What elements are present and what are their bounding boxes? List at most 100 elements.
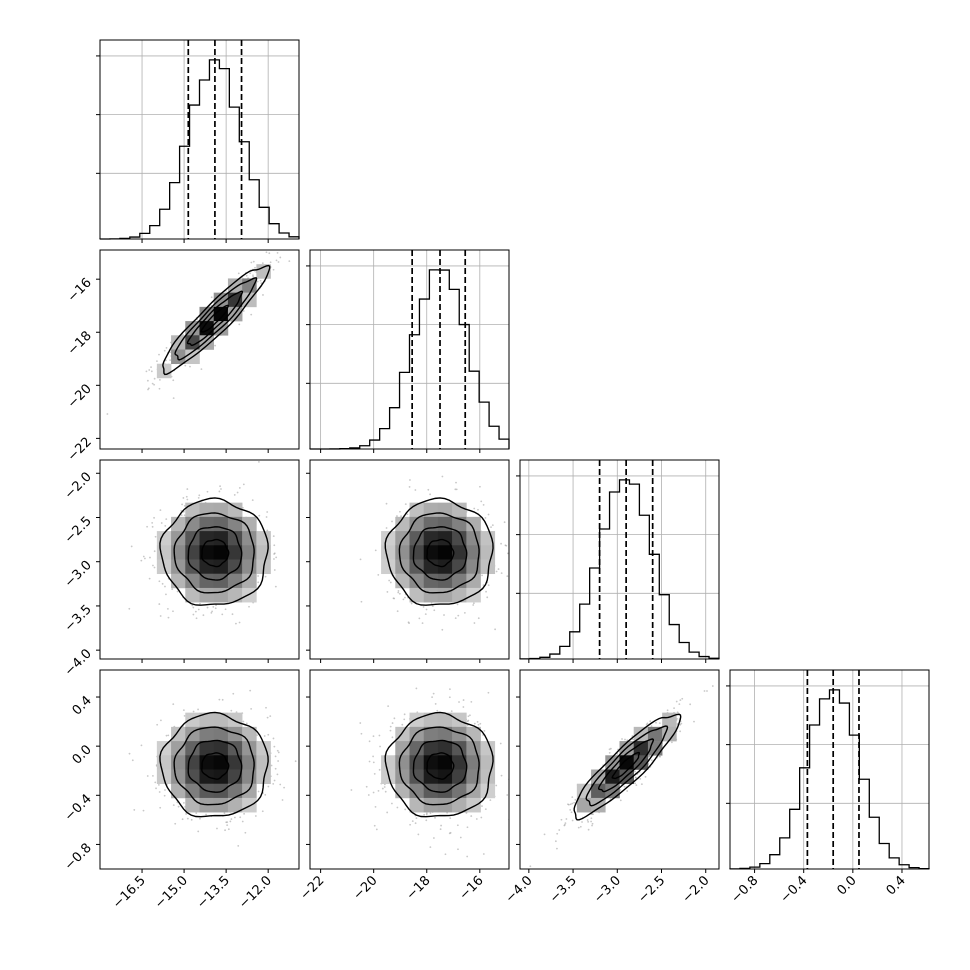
density-cell <box>171 726 186 742</box>
scatter-point <box>673 707 675 710</box>
scatter-point <box>571 819 574 822</box>
scatter-panel-4-3 <box>516 669 720 873</box>
x-tick-label: −4.0 <box>503 873 536 906</box>
scatter-point <box>146 775 149 777</box>
scatter-point <box>258 460 260 463</box>
scatter-point <box>587 828 590 831</box>
scatter-point <box>429 812 432 815</box>
scatter-point <box>275 259 278 262</box>
scatter-point <box>608 751 611 754</box>
contour-level-1 <box>426 538 455 568</box>
scatter-point <box>377 573 380 576</box>
scatter-point <box>644 775 647 778</box>
scatter-point <box>281 799 284 801</box>
scatter-point <box>183 801 185 804</box>
y-tick-label: 0.0 <box>70 742 95 767</box>
scatter-point <box>415 687 418 690</box>
scatter-point <box>591 824 593 827</box>
scatter-point <box>506 794 509 796</box>
density-cell <box>185 783 200 799</box>
scatter-point <box>160 522 163 524</box>
scatter-point <box>154 535 157 538</box>
density-cell <box>619 755 635 770</box>
scatter-point <box>434 703 437 705</box>
scatter-point <box>359 558 362 561</box>
scatter-point <box>266 511 269 513</box>
scatter-point <box>245 722 248 725</box>
density-cell <box>576 797 592 813</box>
density-cell <box>466 516 481 532</box>
scatter-point <box>457 848 459 851</box>
density-cell <box>185 741 200 756</box>
scatter-point <box>489 799 492 802</box>
scatter-point <box>259 279 262 282</box>
scatter-point <box>150 366 152 369</box>
scatter-point <box>507 552 509 555</box>
density-cell <box>452 726 467 742</box>
scatter-point <box>473 622 476 624</box>
scatter-point <box>374 805 377 808</box>
scatter-point <box>165 518 168 520</box>
scatter-point <box>556 832 559 835</box>
scatter-point <box>403 713 406 716</box>
density-cell <box>227 573 243 589</box>
scatter-point <box>214 607 217 610</box>
scatter-point <box>415 817 418 820</box>
scatter-point <box>579 825 582 828</box>
scatter-point <box>224 829 226 832</box>
scatter-point <box>152 774 154 777</box>
density-cell <box>437 587 453 603</box>
scatter-point <box>128 752 131 755</box>
scatter-point <box>484 517 487 519</box>
scatter-point <box>645 723 648 726</box>
density-cell <box>171 545 186 560</box>
density-cell <box>452 559 467 575</box>
scatter-point <box>385 527 388 529</box>
density-cell <box>423 559 439 575</box>
scatter-point <box>160 719 162 722</box>
scatter-point <box>128 607 131 610</box>
density-cell <box>213 306 229 322</box>
scatter-point <box>271 245 273 247</box>
y-tick-label: −2.5 <box>62 514 95 547</box>
scatter-point <box>391 520 393 523</box>
density-cell <box>423 545 439 560</box>
scatter-point <box>220 488 222 490</box>
panel-content <box>359 475 517 631</box>
scatter-point <box>199 602 201 605</box>
scatter-point <box>436 709 439 712</box>
scatter-point <box>294 760 297 763</box>
scatter-point <box>140 744 143 747</box>
density-cell <box>199 545 215 560</box>
scatter-point <box>560 818 563 821</box>
scatter-point <box>487 513 490 516</box>
scatter-point <box>273 745 276 748</box>
scatter-point <box>190 818 193 821</box>
scatter-point <box>198 494 201 497</box>
scatter-point <box>577 826 580 829</box>
scatter-point <box>277 760 280 762</box>
scatter-point <box>169 359 172 362</box>
panel-content <box>128 689 297 847</box>
histogram-frame <box>519 459 720 660</box>
scatter-point <box>145 370 148 373</box>
scatter-point <box>273 552 276 555</box>
scatter-point <box>159 378 161 381</box>
scatter-point <box>372 761 375 764</box>
scatter-point <box>373 772 376 775</box>
contour-level-3 <box>398 726 480 806</box>
scatter-point <box>433 609 436 612</box>
scatter-point <box>270 764 273 767</box>
scatter-point <box>425 608 428 611</box>
scatter-point <box>183 504 186 507</box>
density-cell <box>466 797 481 813</box>
histogram-frame <box>729 669 930 870</box>
scatter-point <box>491 524 494 527</box>
scatter-point <box>181 503 183 506</box>
contour-level-1 <box>201 752 230 780</box>
scatter-point <box>515 554 517 556</box>
scatter-point <box>202 614 205 617</box>
density-cell <box>213 559 229 575</box>
density-cell <box>227 712 243 728</box>
scatter-point <box>277 261 280 263</box>
